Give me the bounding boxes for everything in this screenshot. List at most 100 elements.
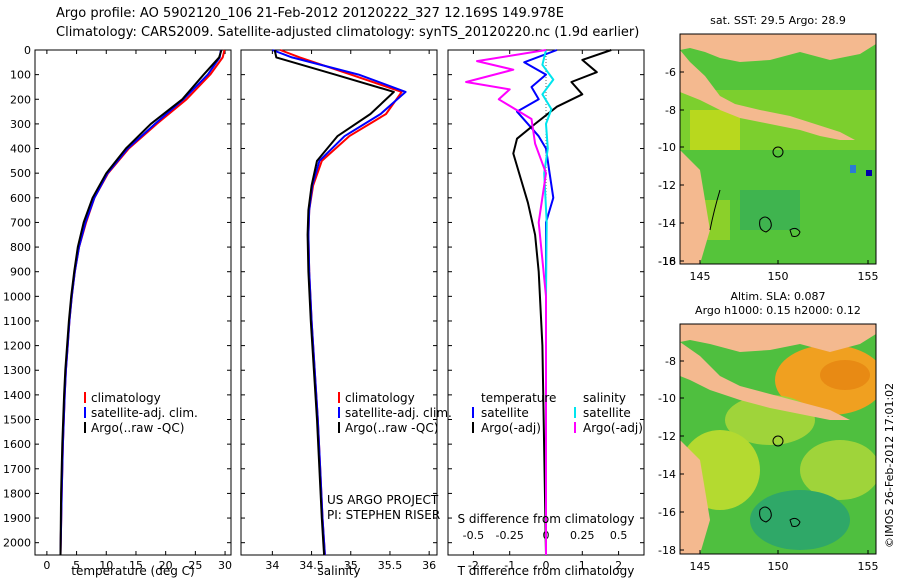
salinity-xlabel: salinity — [317, 564, 360, 578]
depth-tick-label: 100 — [10, 69, 31, 82]
x-tick-label: 20 — [159, 559, 173, 572]
map-lat-label: -12 — [658, 179, 676, 192]
depth-tick-label: 1800 — [3, 487, 31, 500]
x-tick-label: 30 — [218, 559, 232, 572]
depth-tick-label: 800 — [10, 241, 31, 254]
series-salinity-satellite — [541, 49, 555, 555]
series-argo-raw-qc — [59, 49, 223, 556]
map-lon-label: 150 — [768, 560, 789, 573]
t-difference-xlabel: T difference from climatology — [457, 564, 635, 578]
temperature-xlabel: temperature (deg C) — [71, 564, 194, 578]
legend-label-s-argo: Argo(-adj) — [583, 421, 643, 435]
x-tick-label: 0 — [43, 559, 50, 572]
depth-tick-label: 1900 — [3, 512, 31, 525]
map2-title: Altim. SLA: 0.087 — [730, 290, 825, 303]
pi-annotation: PI: STEPHEN RISER — [327, 508, 440, 522]
depth-tick-label: 500 — [10, 167, 31, 180]
project-annotation: US ARGO PROJECT — [327, 493, 439, 507]
difference-legend: temperature salinity satellite Argo(-adj… — [472, 391, 643, 435]
depth-tick-label: 700 — [10, 216, 31, 229]
depth-tick-label: 400 — [10, 143, 31, 156]
x-tick-label: 25 — [188, 559, 202, 572]
series-argo-raw-qc — [273, 49, 395, 556]
x-tick-label: 0 — [543, 559, 550, 572]
depth-tick-label: 200 — [10, 93, 31, 106]
x-tick-label: 10 — [99, 559, 113, 572]
map-lon-label: 150 — [768, 270, 789, 283]
map-lon-label: 145 — [690, 270, 711, 283]
x-tick-label: 35 — [344, 559, 358, 572]
sla-map — [680, 324, 876, 554]
series-temperature-argo-adj — [512, 49, 612, 556]
x-tick-label: -2 — [468, 559, 479, 572]
salinity-legend: climatology satellite-adj. clim. Argo(..… — [327, 391, 452, 522]
s-difference-xlabel: S difference from climatology — [458, 512, 635, 526]
depth-tick-label: 2000 — [3, 537, 31, 550]
depth-tick-label: 1700 — [3, 463, 31, 476]
depth-tick-label: 1600 — [3, 438, 31, 451]
legend-group-temperature: temperature — [481, 391, 556, 405]
depth-axis: 0 100 200 300 400 500 600 700 800 900 1000 1100 1200… — [3, 44, 644, 550]
depth-tick-label: 1500 — [3, 414, 31, 427]
map-lat-label: -18 — [658, 544, 676, 557]
depth-tick-label: 1300 — [3, 364, 31, 377]
legend-label-t-satellite: satellite — [481, 406, 529, 420]
map1-title: sat. SST: 29.5 Argo: 28.9 — [710, 14, 846, 27]
map2-axis: 145 150 155 -8 -10 -12 -14 -16 -18 — [658, 355, 878, 573]
map-lat-label: -16 — [658, 255, 676, 268]
depth-tick-label: 0 — [24, 44, 31, 57]
sst-map — [680, 34, 876, 264]
x-tick-label: 15 — [129, 559, 143, 572]
map-lat-label: -6 — [665, 66, 676, 79]
s-tick-label: -0.5 — [463, 529, 484, 542]
map-lat-label: -14 — [658, 468, 676, 481]
depth-tick-label: 1400 — [3, 389, 31, 402]
temperature-panel-frame — [34, 49, 232, 556]
salinity-plot: 34 34.5 35 35.5 36 — [265, 49, 436, 572]
temperature-legend: climatology satellite-adj. clim. Argo(..… — [84, 391, 198, 435]
legend-label-satellite: satellite-adj. clim. — [91, 406, 198, 420]
depth-tick-label: 1200 — [3, 340, 31, 353]
map-lat-label: -14 — [658, 217, 676, 230]
map-lat-label: -18 — [658, 255, 676, 268]
difference-plot: -2 -1 0 1 2-0.5 -0.25 0 0.25 0.5 — [463, 49, 627, 572]
figure-title-line1: Argo profile: AO 5902120_106 21-Feb-2012… — [56, 6, 564, 21]
x-tick-label: 1 — [579, 559, 586, 572]
depth-tick-label: 1100 — [3, 315, 31, 328]
series-salinity-argo-adj — [465, 49, 547, 555]
depth-tick-label: 900 — [10, 266, 31, 279]
depth-tick-label: 300 — [10, 118, 31, 131]
legend-label-argo: Argo(..raw -QC) — [91, 421, 184, 435]
legend-label-argo: Argo(..raw -QC) — [345, 421, 438, 435]
map-lon-label: 145 — [690, 560, 711, 573]
map-lon-label: 155 — [858, 270, 879, 283]
map1-axis: 145 150 155 -6 -8 -10 -12 -14 -16-18 — [658, 66, 878, 283]
x-tick-label: 34.5 — [299, 559, 324, 572]
credit-text: ©IMOS 26-Feb-2012 17:01:02 — [883, 383, 896, 548]
temperature-plot: 0 5 10 15 20 25 30 — [43, 49, 232, 572]
x-tick-label: 36 — [422, 559, 436, 572]
x-tick-label: 2 — [615, 559, 622, 572]
legend-label-s-satellite: satellite — [583, 406, 631, 420]
legend-group-salinity: salinity — [583, 391, 626, 405]
salinity-panel-frame — [240, 49, 438, 556]
x-tick-label: 34 — [265, 559, 279, 572]
legend-label-climatology: climatology — [345, 391, 415, 405]
legend-label-t-argo: Argo(-adj) — [481, 421, 541, 435]
figure-title-line2: Climatology: CARS2009. Satellite-adjuste… — [56, 25, 640, 40]
map-lon-label: 155 — [858, 560, 879, 573]
s-tick-label: 0.25 — [570, 529, 595, 542]
map-lat-label: -16 — [658, 506, 676, 519]
map2-subtitle: Argo h1000: 0.15 h2000: 0.12 — [695, 304, 861, 317]
map-lat-label: -8 — [665, 355, 676, 368]
map-lat-label: -10 — [658, 141, 676, 154]
x-tick-label: 35.5 — [378, 559, 403, 572]
depth-tick-label: 1000 — [3, 290, 31, 303]
s-tick-label: -0.25 — [495, 529, 523, 542]
map-lat-label: -8 — [665, 104, 676, 117]
map-lat-label: -12 — [658, 430, 676, 443]
x-tick-label: -1 — [504, 559, 515, 572]
map-lat-label: -10 — [658, 392, 676, 405]
depth-tick-label: 600 — [10, 192, 31, 205]
